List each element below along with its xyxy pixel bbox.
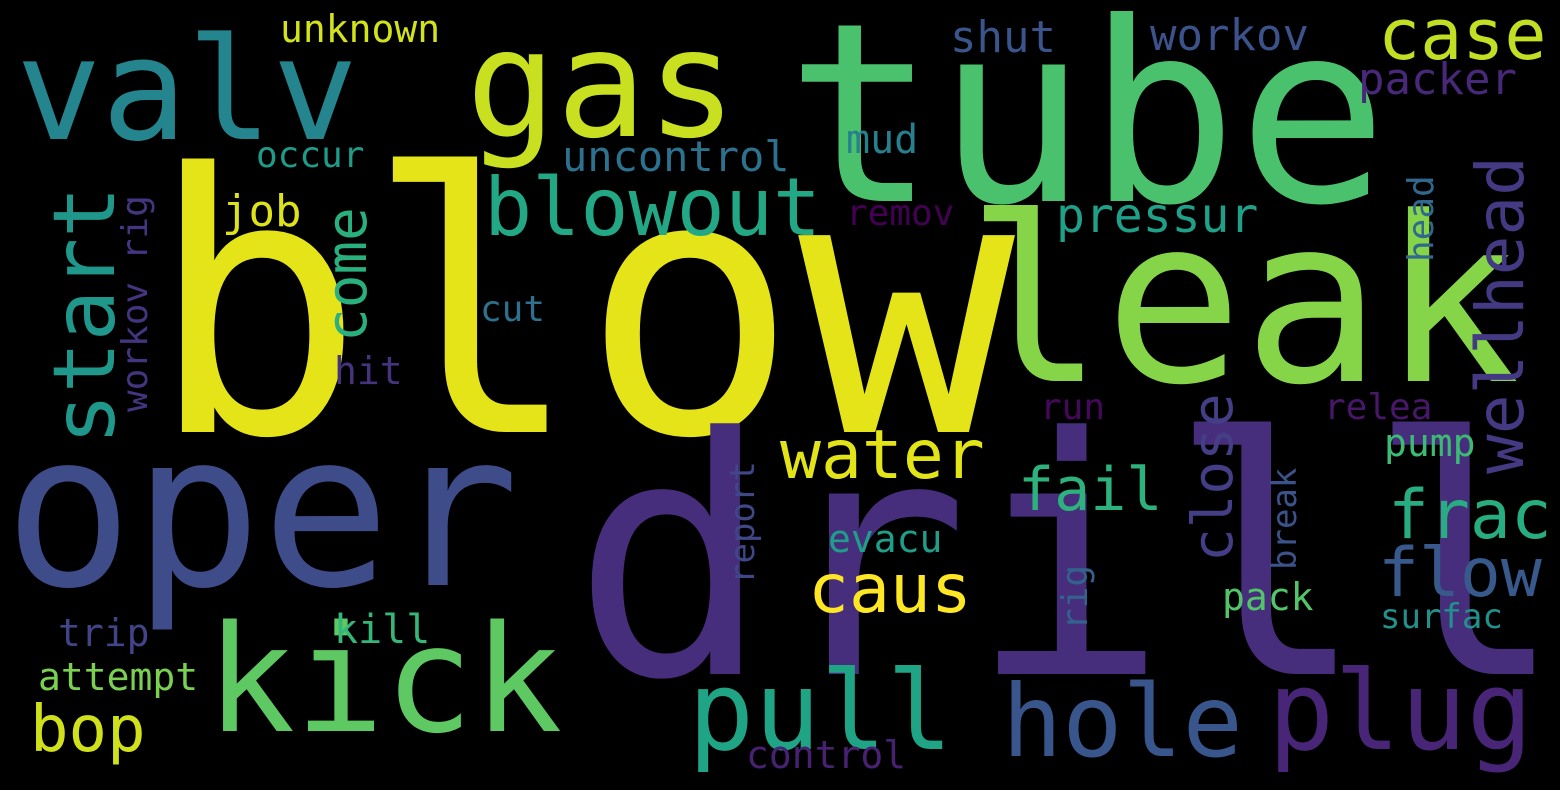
word-oper: oper [4, 387, 520, 636]
word-control: control [746, 733, 907, 777]
word-water: water [780, 416, 985, 495]
word-surfac: surfac [1380, 597, 1503, 637]
word-pull: pull [688, 647, 953, 775]
word-evacu: evacu [828, 517, 943, 561]
word-plug: plug [1268, 647, 1533, 775]
word-hit: hit [334, 349, 403, 393]
word-caus: caus [808, 550, 972, 629]
word-valv: valv [16, 8, 358, 173]
word-case: case [1378, 0, 1547, 76]
word-workov: workov [1150, 10, 1309, 61]
word-blow: blow [148, 98, 1015, 517]
word-bop: bop [30, 693, 146, 767]
word-cut: cut [480, 289, 546, 330]
word-unknown: unknown [280, 7, 441, 51]
word-rig: rig [1055, 564, 1096, 630]
word-fail: fail [1018, 455, 1163, 525]
word-occur: occur [256, 135, 365, 176]
word-frac: frac [1388, 476, 1552, 555]
word-mud: mud [846, 117, 919, 163]
word-workov-rig: workov rig [115, 195, 156, 412]
word-wellhead: wellhead [1462, 156, 1539, 474]
word-remov: remov [846, 193, 955, 234]
word-leak: leak [966, 169, 1520, 436]
word-kick: kick [206, 594, 563, 766]
word-attempt: attempt [38, 655, 199, 699]
word-break: break [1265, 467, 1305, 570]
word-head: head [1401, 175, 1442, 262]
word-gas: gas [466, 0, 737, 172]
word-relea: relea [1324, 387, 1433, 428]
word-blowout: blowout [484, 161, 822, 254]
word-close: close [1181, 393, 1246, 562]
word-pressur: pressur [1056, 188, 1259, 244]
word-pump: pump [1384, 421, 1476, 465]
word-trip: trip [58, 611, 150, 655]
word-packer: packer [1358, 54, 1517, 105]
word-hole: hole [1002, 663, 1243, 780]
word-job: job [222, 186, 302, 237]
word-run: run [1040, 387, 1106, 428]
word-pack: pack [1222, 575, 1314, 619]
word-report: report [723, 461, 763, 584]
word-tube: tube [786, 0, 1389, 260]
word-come: come [315, 207, 380, 342]
word-flow: flow [1378, 534, 1542, 613]
word-drill: drill [572, 368, 1560, 752]
word-uncontrol: uncontrol [562, 132, 790, 181]
word-shut: shut [950, 12, 1056, 63]
word-kill: kill [334, 607, 431, 653]
